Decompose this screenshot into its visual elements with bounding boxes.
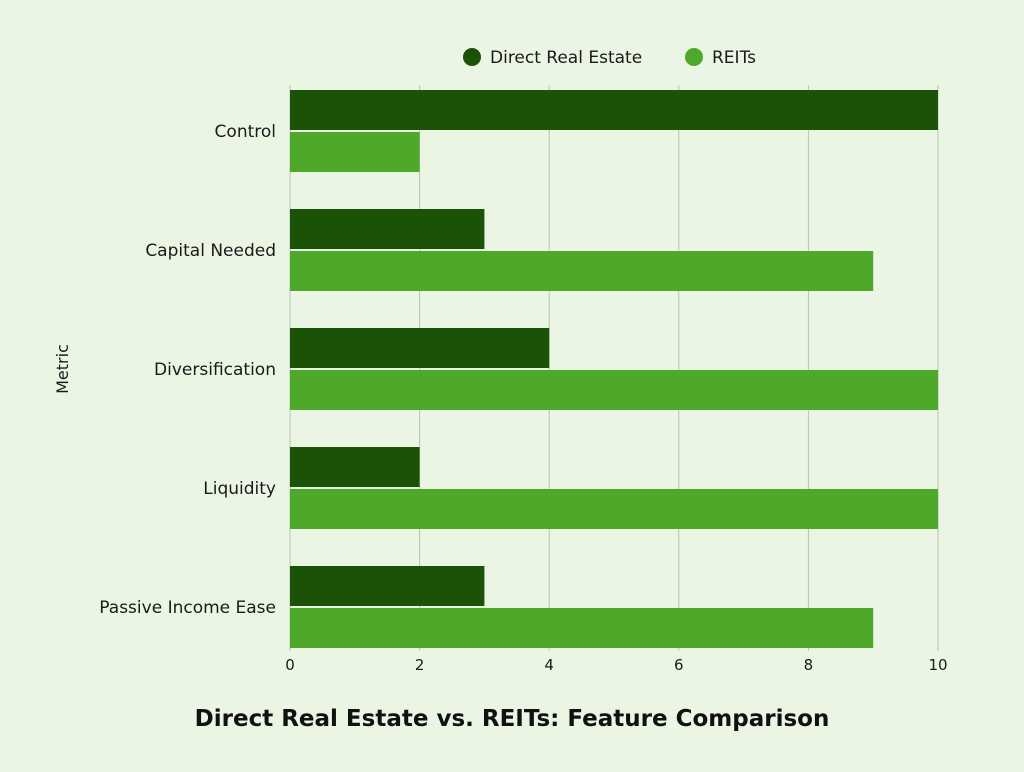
legend[interactable]: Direct Real Estate REITs [463,48,756,68]
bars [290,90,938,648]
bar-direct-real-estate-2[interactable] [290,328,550,368]
x-tick-label: 2 [415,656,425,674]
bar-reits-0[interactable] [290,132,420,172]
bar-reits-4[interactable] [290,608,874,648]
category-label: Capital Needed [145,241,276,261]
x-tick-label: 4 [544,656,554,674]
x-tick-label: 8 [804,656,814,674]
category-label: Control [215,122,276,142]
legend-marker-1 [685,48,703,66]
legend-marker-0 [463,48,481,66]
category-label: Liquidity [203,479,276,499]
category-label: Diversification [154,360,276,380]
bar-direct-real-estate-4[interactable] [290,566,485,606]
x-tick-label: 0 [285,656,295,674]
bar-reits-1[interactable] [290,251,874,291]
bar-reits-2[interactable] [290,370,938,410]
legend-label-0[interactable]: Direct Real Estate [490,48,642,68]
y-axis-title: Metric [53,344,72,394]
x-tick-label: 10 [928,656,947,674]
chart-title: Direct Real Estate vs. REITs: Feature Co… [195,706,830,732]
bar-direct-real-estate-0[interactable] [290,90,938,130]
category-label: Passive Income Ease [99,598,276,618]
axes: 0 2 4 6 8 10 Control Capital Needed Diversificat… [99,122,947,674]
bar-direct-real-estate-1[interactable] [290,209,485,249]
legend-label-1[interactable]: REITs [712,48,756,68]
bar-direct-real-estate-3[interactable] [290,447,420,487]
bar-reits-3[interactable] [290,489,938,529]
x-tick-label: 6 [674,656,684,674]
